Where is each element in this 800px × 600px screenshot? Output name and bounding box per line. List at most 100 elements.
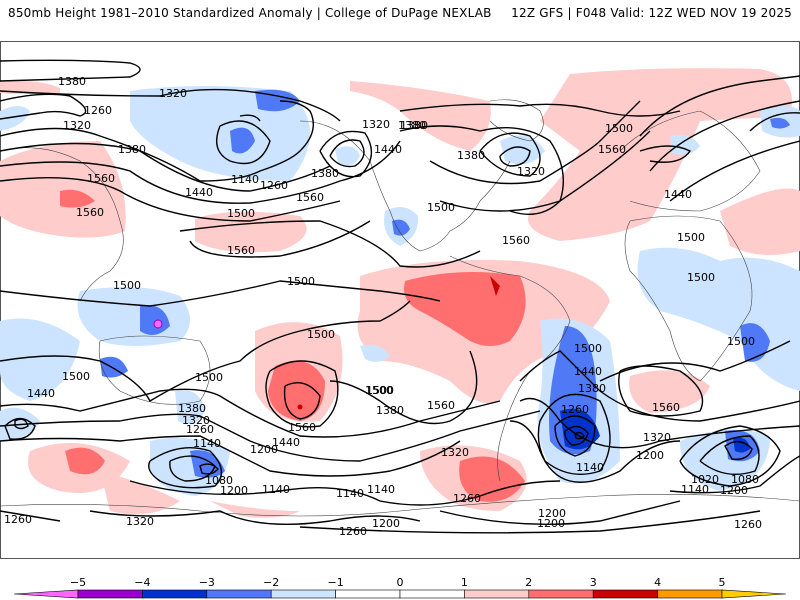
contour-label: 1560 <box>227 244 255 257</box>
colorbar-tick-label: 0 <box>397 576 404 589</box>
contour-label: 1320 <box>126 515 154 528</box>
anomaly-negative <box>392 219 410 236</box>
contour-label: 1320 <box>441 446 469 459</box>
contour-label: 1500 <box>62 370 90 383</box>
contour-label: 1320 <box>159 87 187 100</box>
colorbar-tick-label: −4 <box>134 576 150 589</box>
anomaly-positive <box>528 68 792 241</box>
contour-label: 1500 <box>365 384 393 397</box>
coastline-south-america <box>449 255 571 482</box>
anomaly-positive <box>720 188 800 255</box>
colorbar-extend-high <box>721 589 787 599</box>
coastline-europe <box>619 110 761 212</box>
contour-label: 1020 <box>691 473 719 486</box>
contour-label: 1560 <box>427 399 455 412</box>
contour-line <box>499 146 531 167</box>
anomaly-positive <box>297 404 303 410</box>
map-title: 850mb Height 1981–2010 Standardized Anom… <box>8 6 492 20</box>
contour-line <box>519 397 800 449</box>
anomaly-negative <box>560 408 600 450</box>
contour-line <box>599 340 791 382</box>
contour-label: 1080 <box>205 474 233 487</box>
anomaly-negative <box>335 146 360 166</box>
model-run-valid-time: 12Z GFS | F048 Valid: 12Z WED NOV 19 202… <box>511 6 792 20</box>
colorbar-segment <box>399 589 465 599</box>
contour-label: 1500 <box>427 201 455 214</box>
contour-line <box>4 417 36 440</box>
contour-line <box>169 455 216 482</box>
contour-label: 1380 <box>457 149 485 162</box>
contour-line <box>14 418 29 430</box>
contour-label: 1140 <box>231 173 259 186</box>
contour-line <box>0 435 461 477</box>
contour-label: 1320 <box>643 431 671 444</box>
anomaly-positive <box>65 447 105 475</box>
contour-line <box>0 93 87 120</box>
coastline-north-america <box>299 120 511 252</box>
colorbar-tick-label: 4 <box>654 576 661 589</box>
contour-line <box>0 388 501 438</box>
anomaly-negative <box>0 106 30 131</box>
contour-label: 1440 <box>664 188 692 201</box>
colorbar-segment <box>528 589 594 599</box>
contour-line <box>129 480 561 506</box>
contour-label: 1500 <box>287 275 315 288</box>
contour-label: 1560 <box>598 143 626 156</box>
anomaly-positive <box>60 189 95 208</box>
contour-line <box>89 510 421 526</box>
contour-line <box>639 75 800 137</box>
colorbar-segment <box>270 589 336 599</box>
anomaly-positive <box>350 81 491 151</box>
anomaly-negative <box>360 344 390 362</box>
contour-label: 1200 <box>250 443 278 456</box>
contour-line <box>479 132 541 177</box>
contour-label: 1380 <box>400 119 428 132</box>
contour-line <box>749 112 800 132</box>
colorbar-segment <box>206 589 272 599</box>
anomaly-negative <box>255 89 300 112</box>
colorbar-tick-label: 3 <box>590 576 597 589</box>
contour-line <box>429 100 641 185</box>
contour-label: 1320 <box>63 119 91 132</box>
contour-label: 1140 <box>576 461 604 474</box>
anomaly-negative <box>740 323 770 362</box>
contour-line <box>0 100 314 182</box>
contour-line <box>649 100 800 172</box>
colorbar-segment <box>592 589 658 599</box>
contour-label: 1560 <box>296 191 324 204</box>
contour-line <box>669 455 800 494</box>
contour-label: 1500 <box>727 335 755 348</box>
anomaly-negative <box>230 127 255 154</box>
contour-line <box>574 431 585 440</box>
contour-label: 1500 <box>195 371 223 384</box>
contour-label: 1500 <box>227 207 255 220</box>
contour-line <box>0 59 141 82</box>
contour-line <box>199 463 219 475</box>
contour-line <box>0 88 341 122</box>
contour-label: 1260 <box>453 492 481 505</box>
contour-line <box>283 382 321 420</box>
contour-label: 1500 <box>687 271 715 284</box>
contour-label: 1140 <box>336 487 364 500</box>
contour-line <box>509 420 681 483</box>
contour-label: 1560 <box>502 234 530 247</box>
colorbar-tick-label: 2 <box>525 576 532 589</box>
contour-line <box>0 176 341 222</box>
contour-line <box>554 415 596 457</box>
contour-line <box>148 446 223 489</box>
contour-label: 1140 <box>681 483 709 496</box>
contour-line <box>519 350 800 422</box>
contour-line <box>0 410 541 462</box>
contour-label: 1080 <box>731 473 759 486</box>
contour-label: 1200 <box>220 484 248 497</box>
height-contours <box>0 59 800 534</box>
contour-label: 1200 <box>538 507 566 520</box>
anomaly-positive <box>490 276 500 296</box>
contour-line <box>439 130 651 212</box>
contour-label: 1140 <box>193 437 221 450</box>
contour-line <box>0 300 411 402</box>
contour-label: 1500 <box>677 231 705 244</box>
contour-line <box>669 140 800 202</box>
contour-labels: 1380 1320 1260 1320 1380 1560 1560 1440 … <box>4 75 762 538</box>
contour-label: 1140 <box>367 483 395 496</box>
